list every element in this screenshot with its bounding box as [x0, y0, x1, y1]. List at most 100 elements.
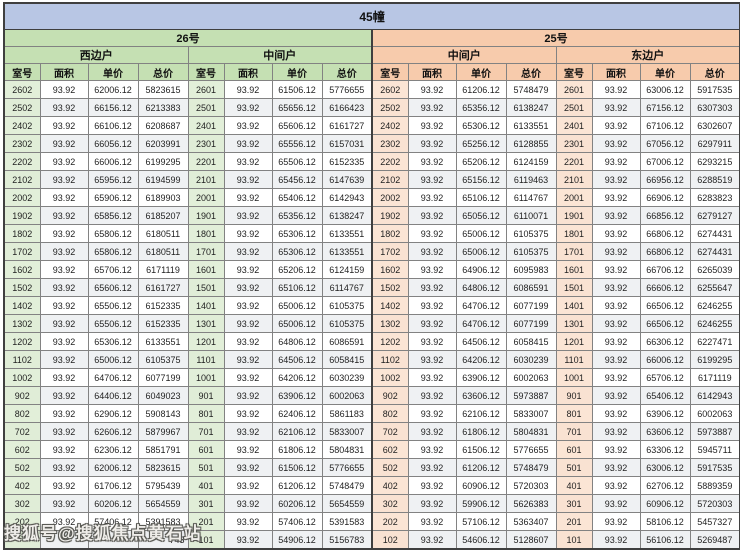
- cell-room: 2401: [187, 116, 225, 135]
- cell-area: 93.92: [39, 350, 89, 369]
- cell-unit-price: 60906.12: [455, 476, 507, 495]
- cell-unit-price: 65706.12: [639, 368, 691, 387]
- cell-room: 2201: [187, 152, 225, 171]
- cell-unit-price: 57406.12: [87, 512, 139, 531]
- cell-total-price: 6002063: [321, 386, 373, 405]
- cell-room: 1201: [555, 332, 593, 351]
- cell-room: 401: [555, 476, 593, 495]
- cell-area: 93.92: [591, 260, 641, 279]
- column-header: 面积: [39, 63, 89, 81]
- cell-unit-price: 62006.12: [87, 80, 139, 99]
- cell-area: 93.92: [591, 206, 641, 225]
- cell-room: 602: [371, 440, 409, 459]
- column-header: 面积: [591, 63, 641, 81]
- cell-area: 93.92: [39, 260, 89, 279]
- cell-total-price: 6058415: [505, 332, 557, 351]
- cell-area: 93.92: [591, 404, 641, 423]
- cell-room: 701: [555, 422, 593, 441]
- cell-room: 601: [187, 440, 225, 459]
- table-row: 302 93.92 60206.12 5654559 301 93.92 60206.12 5…: [3, 494, 740, 513]
- cell-room: 2302: [3, 134, 41, 153]
- cell-unit-price: 63606.12: [455, 386, 507, 405]
- cell-unit-price: 64706.12: [455, 314, 507, 333]
- cell-room: 2202: [3, 152, 41, 171]
- cell-room: 302: [371, 494, 409, 513]
- cell-unit-price: 65156.12: [455, 170, 507, 189]
- cell-area: 93.92: [223, 476, 273, 495]
- cell-room: 2601: [555, 80, 593, 99]
- table-row: 602 93.92 62306.12 5851791 601 93.92 61806.12 5…: [3, 440, 740, 459]
- cell-room: 1902: [3, 206, 41, 225]
- cell-room: 402: [3, 476, 41, 495]
- cell-unit-price: 67056.12: [639, 134, 691, 153]
- cell-area: 93.92: [223, 530, 273, 550]
- cell-total-price: 5973887: [689, 422, 740, 441]
- cell-unit-price: 59906.12: [455, 494, 507, 513]
- cell-area: 93.92: [39, 314, 89, 333]
- building-row: 26号 25号: [3, 29, 740, 47]
- cell-total-price: 6199295: [137, 152, 189, 171]
- cell-room: 2001: [555, 188, 593, 207]
- table-row: 1502 93.92 65606.12 6161727 1501 93.92 65106.1…: [3, 278, 740, 297]
- cell-area: 93.92: [407, 512, 457, 531]
- cell-area: 93.92: [591, 314, 641, 333]
- cell-room: 1202: [371, 332, 409, 351]
- cell-area: 93.92: [407, 530, 457, 550]
- cell-area: 93.92: [591, 512, 641, 531]
- table-row: 502 93.92 62006.12 5823615 501 93.92 61506.12 5…: [3, 458, 740, 477]
- cell-unit-price: 65206.12: [455, 152, 507, 171]
- cell-room: 2101: [555, 170, 593, 189]
- cell-unit-price: 65856.12: [87, 206, 139, 225]
- cell-unit-price: 63606.12: [639, 422, 691, 441]
- cell-unit-price: 62106.12: [455, 404, 507, 423]
- cell-unit-price: 66906.12: [639, 188, 691, 207]
- cell-room: 801: [187, 404, 225, 423]
- column-header: 总价: [321, 63, 373, 81]
- cell-total-price: 6002063: [689, 404, 740, 423]
- cell-total-price: 6307303: [689, 98, 740, 117]
- unit-type-header: 东边户: [555, 46, 740, 64]
- cell-unit-price: 67006.12: [639, 152, 691, 171]
- cell-total-price: 6119463: [505, 170, 557, 189]
- cell-area: 93.92: [591, 332, 641, 351]
- cell-total-price: 6124159: [321, 260, 373, 279]
- cell-total-price: 6152335: [137, 314, 189, 333]
- cell-total-price: 6058415: [321, 350, 373, 369]
- cell-total-price: 6255647: [689, 278, 740, 297]
- cell-unit-price: 65506.12: [87, 314, 139, 333]
- cell-total-price: 5128607: [505, 530, 557, 550]
- cell-area: 93.92: [39, 242, 89, 261]
- cell-room: 1701: [555, 242, 593, 261]
- table-row: 1302 93.92 65506.12 6152335 1301 93.92 65006.1…: [3, 314, 740, 333]
- cell-total-price: 6105375: [137, 350, 189, 369]
- cell-room: 201: [187, 512, 225, 531]
- cell-room: 1002: [3, 368, 41, 387]
- cell-area: 93.92: [591, 152, 641, 171]
- cell-unit-price: 65656.12: [271, 98, 323, 117]
- cell-unit-price: 62306.12: [87, 440, 139, 459]
- cell-total-price: 6105375: [505, 224, 557, 243]
- cell-unit-price: 65106.12: [455, 188, 507, 207]
- cell-area: 93.92: [407, 188, 457, 207]
- cell-area: 93.92: [223, 98, 273, 117]
- cell-area: 93.92: [223, 116, 273, 135]
- cell-room: 202: [371, 512, 409, 531]
- cell-room: 1802: [371, 224, 409, 243]
- cell-area: 93.92: [223, 80, 273, 99]
- cell-area: 93.92: [407, 98, 457, 117]
- cell-area: 93.92: [591, 530, 641, 550]
- cell-total-price: 6227471: [689, 332, 740, 351]
- table-row: 2502 93.92 66156.12 6213383 2501 93.92 65656.1…: [3, 98, 740, 117]
- cell-room: 501: [187, 458, 225, 477]
- cell-total-price: 5795439: [137, 476, 189, 495]
- cell-total-price: 6077199: [505, 296, 557, 315]
- cell-room: 901: [555, 386, 593, 405]
- cell-unit-price: 62906.12: [87, 404, 139, 423]
- cell-area: 93.92: [39, 476, 89, 495]
- cell-room: 1801: [555, 224, 593, 243]
- cell-room: 1501: [555, 278, 593, 297]
- cell-unit-price: 65006.12: [271, 314, 323, 333]
- table-row: 1002 93.92 64706.12 6077199 1001 93.92 64206.1…: [3, 368, 740, 387]
- table-row: 1602 93.92 65706.12 6171119 1601 93.92 65206.1…: [3, 260, 740, 279]
- cell-unit-price: 63906.12: [271, 386, 323, 405]
